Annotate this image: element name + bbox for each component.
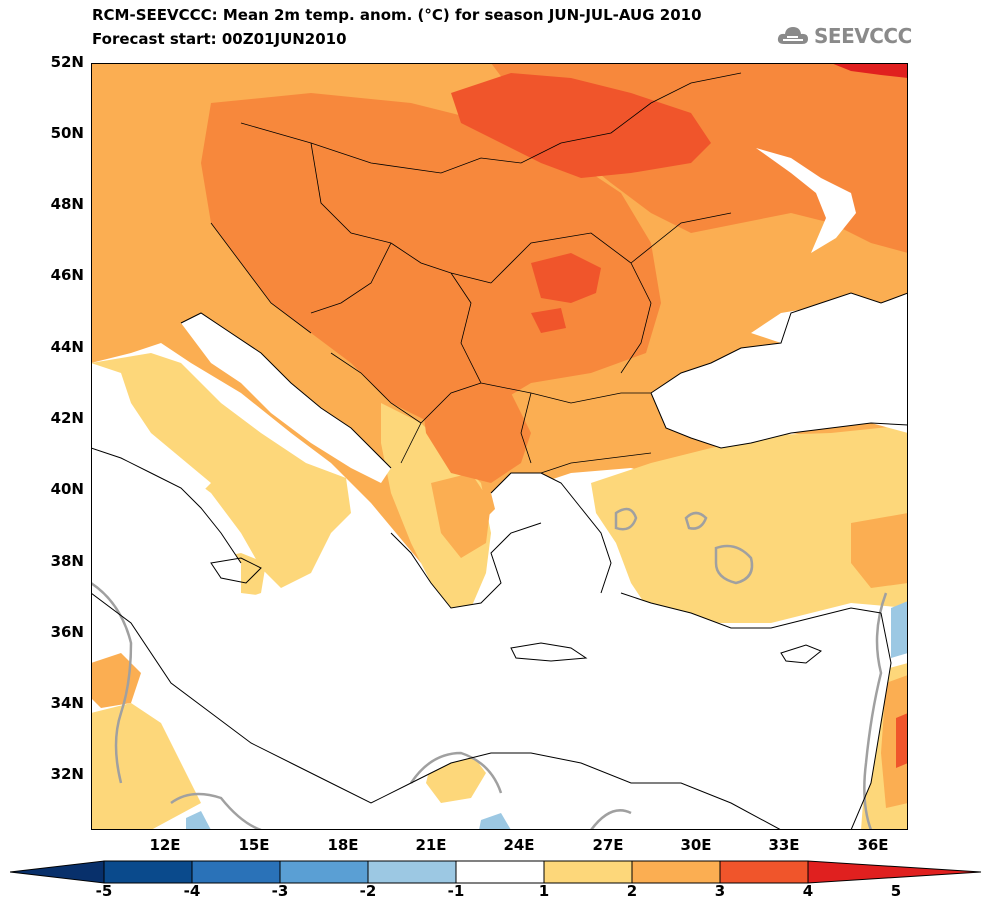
colorbar-cell: [279, 860, 369, 884]
colorbar-arrow-high: [807, 860, 982, 884]
lat-label: 50N: [50, 124, 84, 142]
contour-turkey-2: [684, 511, 708, 530]
lat-label: 40N: [50, 480, 84, 498]
colorbar-cell: [103, 860, 193, 884]
colorbar-arrow-low: [10, 860, 105, 884]
colorbar-label: -3: [271, 882, 289, 900]
anomaly-zone-4-5-belarus: [451, 73, 711, 178]
anomaly-zone-neg-libya: [479, 813, 511, 830]
coastline-black-sea: [650, 292, 908, 449]
lat-label: 42N: [50, 409, 84, 427]
lon-label: 36E: [857, 836, 889, 854]
colorbar-label: -5: [95, 882, 113, 900]
colorbar-cell: [719, 860, 809, 884]
anomaly-zone-3-4-balkans: [421, 383, 531, 483]
lake-dnieper: [756, 148, 856, 253]
anomaly-zone-2-3-greece: [431, 473, 491, 558]
colorbar-cell: [191, 860, 281, 884]
colorbar-label: 1: [538, 882, 550, 900]
colorbar-label: -1: [447, 882, 465, 900]
contour-egypt: [589, 809, 632, 830]
contour-africa-west: [91, 581, 133, 784]
contour-libya: [409, 751, 503, 794]
island-crete: [510, 642, 588, 662]
anomaly-zone-gt5-northeast: [831, 63, 908, 78]
contour-africa-south: [170, 792, 262, 830]
sea-black-sea: [651, 293, 908, 448]
colorbar-cell: [367, 860, 457, 884]
anomaly-zone-1-2-balkans: [381, 403, 491, 618]
colorbar-cell: [543, 860, 633, 884]
island-sicily: [210, 557, 262, 584]
colorbar-label: 4: [802, 882, 814, 900]
lat-label: 32N: [50, 765, 84, 783]
coastline-greece: [390, 522, 542, 609]
lon-label: 18E: [327, 836, 359, 854]
anomaly-map: [91, 63, 908, 830]
lon-label: 15E: [238, 836, 270, 854]
anomaly-zone-2-3-africa-west: [91, 653, 141, 708]
coastline-levant: [850, 612, 892, 830]
lon-label: 21E: [415, 836, 447, 854]
lon-label: 33E: [768, 836, 800, 854]
anomaly-zone-3-4-central: [201, 93, 661, 423]
seevccc-logo: SEEVCCC: [776, 24, 912, 48]
contour-turkey-1: [614, 507, 638, 531]
anomaly-zone-1-2-anatolia: [591, 425, 908, 623]
coastlines-borders: [91, 72, 908, 830]
lat-label: 34N: [50, 694, 84, 712]
sea-mediterranean: [91, 448, 891, 830]
colorbar: [10, 860, 982, 884]
lat-label: 52N: [50, 53, 84, 71]
anomaly-zone-1-2-africa: [91, 703, 201, 830]
colorbar-cell: [631, 860, 721, 884]
lon-label: 27E: [592, 836, 624, 854]
sea-aegean: [491, 473, 611, 603]
anomaly-zone-4-5-levant: [896, 713, 908, 768]
lat-label: 44N: [50, 338, 84, 356]
anomaly-zone-neg-africa: [186, 811, 211, 830]
lon-label: 30E: [680, 836, 712, 854]
colorbar-label: 5: [890, 882, 902, 900]
anomaly-zone-neg-levant: [891, 601, 908, 658]
coastline-italy: [91, 312, 392, 564]
lat-label: 48N: [50, 195, 84, 213]
lat-label: 38N: [50, 552, 84, 570]
chart-title: RCM-SEEVCCC: Mean 2m temp. anom. (°C) fo…: [92, 6, 702, 24]
cloud-icon: [777, 27, 808, 44]
anomaly-zone-2-3-levant: [881, 675, 908, 808]
lon-label: 12E: [149, 836, 181, 854]
island-cyprus: [780, 644, 822, 664]
forecast-start-label: Forecast start: 00Z01JUN2010: [92, 30, 347, 48]
coastline-africa: [91, 592, 782, 830]
lon-label: 24E: [503, 836, 535, 854]
sea-azov: [751, 308, 826, 343]
coastline-aegean: [490, 472, 612, 594]
sea-adriatic: [181, 313, 391, 483]
anomaly-zone-2-3-turkey-east: [851, 513, 908, 588]
colorbar-label: 2: [626, 882, 638, 900]
anomaly-zone-4-5-romania: [531, 253, 601, 303]
colorbar-label: -2: [359, 882, 377, 900]
logo-text: SEEVCCC: [814, 24, 912, 48]
lat-label: 36N: [50, 623, 84, 641]
borders: [210, 72, 742, 474]
coastline-turkey-south: [620, 592, 882, 629]
anomaly-zone-1-2-italy: [91, 353, 351, 588]
anomaly-zone-4-5-romania-south: [531, 308, 566, 333]
colorbar-label: 3: [714, 882, 726, 900]
colorbar-label: -4: [183, 882, 201, 900]
contour-turkey-3: [714, 544, 754, 585]
colorbar-cell: [455, 860, 545, 884]
sea-tyrrhenian: [91, 363, 211, 503]
lat-label: 46N: [50, 266, 84, 284]
